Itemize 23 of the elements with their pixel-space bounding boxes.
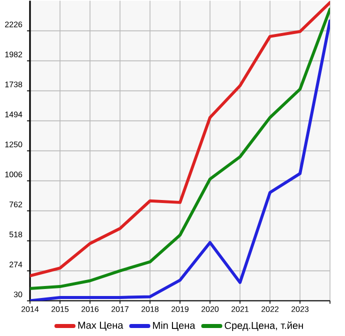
x-tick-label: 2018 xyxy=(142,306,159,312)
y-tick-label: 1250 xyxy=(5,142,22,148)
x-tick-label: 2017 xyxy=(112,306,128,312)
x-tick-label: 2023 xyxy=(292,306,309,312)
y-tick-label: 1494 xyxy=(5,112,22,118)
y-tick-label: 1006 xyxy=(5,172,22,178)
x-tick-label: 2019 xyxy=(172,306,189,312)
x-tick-label: 2016 xyxy=(82,306,99,312)
y-tick-label: 1738 xyxy=(5,82,22,88)
y-tick-label: 762 xyxy=(10,202,22,208)
legend-label: Min Цена xyxy=(153,322,196,331)
y-tick-label: 274 xyxy=(10,262,22,268)
x-tick-label: 2022 xyxy=(262,306,278,312)
y-tick-label: 1982 xyxy=(5,52,22,58)
x-tick-label: 2015 xyxy=(52,306,69,312)
x-tick-label: 2021 xyxy=(232,306,249,312)
legend-label: Max Цена xyxy=(78,322,124,331)
y-tick-label: 2226 xyxy=(5,22,22,28)
x-tick-label: 2020 xyxy=(202,306,219,312)
y-tick-label: 30 xyxy=(14,292,22,298)
y-tick-label: 518 xyxy=(9,232,22,238)
legend-label: Сред.Цена, т.йен xyxy=(224,322,303,332)
x-tick-label: 2014 xyxy=(22,306,39,312)
